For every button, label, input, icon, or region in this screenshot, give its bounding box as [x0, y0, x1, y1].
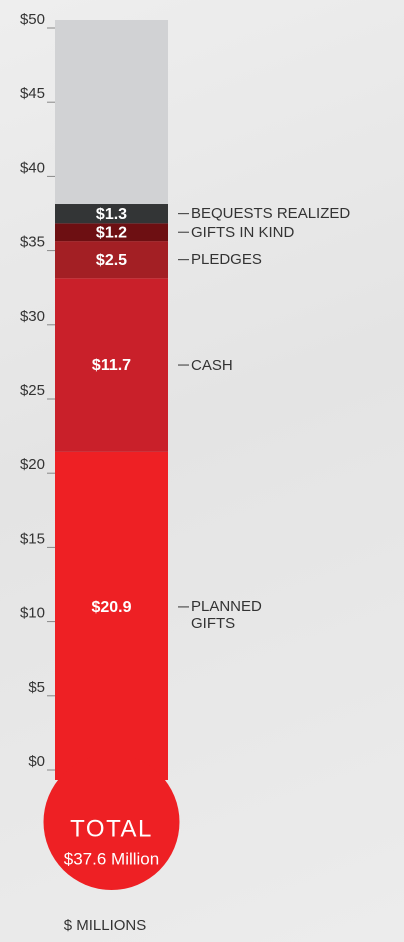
- series-name: PLEDGES: [191, 251, 262, 269]
- data-label: $2.5: [96, 252, 127, 269]
- data-label: $20.9: [91, 599, 131, 616]
- y-tick-label: $35: [20, 234, 45, 251]
- series-name: BEQUESTS REALIZED: [191, 205, 351, 223]
- y-tick-label: $10: [20, 605, 45, 622]
- y-tick-label: $40: [20, 159, 45, 176]
- total-label: $37.6 Million: [64, 849, 159, 868]
- total-title: TOTAL: [70, 815, 153, 842]
- y-tick-label: $20: [20, 456, 45, 473]
- bar-segment: [55, 241, 168, 279]
- y-tick-label: $30: [20, 308, 45, 325]
- data-label: $1.3: [96, 206, 127, 223]
- y-tick-label: $50: [20, 11, 45, 28]
- bar-segment: [55, 451, 168, 762]
- bar-segment: [55, 223, 168, 242]
- y-tick-label: $25: [20, 382, 45, 399]
- y-axis-label: $ MILLIONS: [64, 917, 147, 934]
- series-name: CASH: [191, 356, 233, 374]
- bar-segment: [55, 204, 168, 224]
- series-name: GIFTS IN KIND: [191, 223, 295, 241]
- data-label: $11.7: [92, 357, 131, 374]
- y-tick-label: $5: [28, 679, 45, 696]
- series-name: PLANNED GIFTS: [191, 598, 262, 633]
- y-tick-label: $0: [28, 753, 45, 770]
- y-tick-label: $15: [20, 530, 45, 547]
- bar-segment: [55, 278, 168, 452]
- y-tick-label: $45: [20, 85, 45, 102]
- bulb: [43, 754, 180, 890]
- data-label: $1.2: [96, 224, 127, 241]
